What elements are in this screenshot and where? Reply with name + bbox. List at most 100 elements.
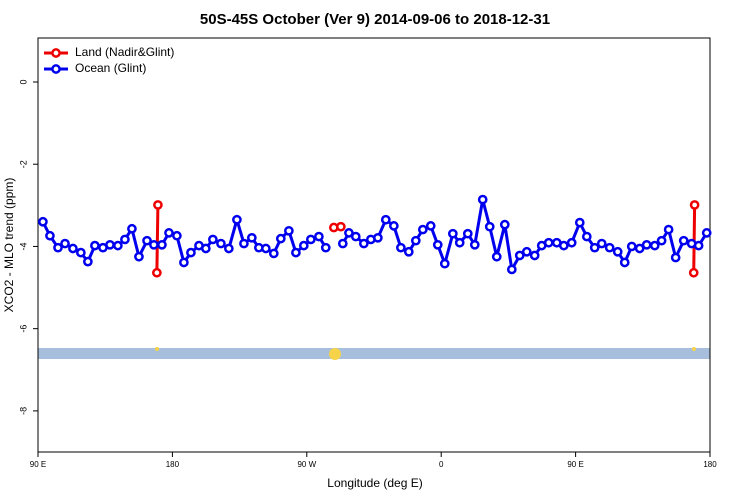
data-point bbox=[634, 243, 645, 254]
coverage-band bbox=[38, 348, 710, 359]
data-point bbox=[543, 237, 554, 248]
data-point bbox=[223, 243, 234, 254]
data-point bbox=[589, 242, 600, 253]
x-tick-label: 0 bbox=[439, 460, 444, 469]
data-point bbox=[581, 231, 592, 242]
data-point bbox=[558, 240, 569, 251]
data-point bbox=[612, 246, 623, 257]
legend-marker bbox=[51, 48, 61, 58]
coverage-dot bbox=[329, 348, 341, 360]
data-point bbox=[38, 216, 48, 227]
data-point bbox=[208, 234, 218, 245]
data-point bbox=[337, 238, 348, 249]
data-point bbox=[410, 235, 421, 246]
data-point bbox=[60, 238, 70, 249]
data-point bbox=[663, 224, 674, 235]
data-point bbox=[291, 247, 301, 258]
data-point bbox=[439, 258, 450, 269]
coverage-dot bbox=[692, 347, 696, 351]
data-point bbox=[604, 242, 615, 253]
data-point bbox=[396, 242, 406, 253]
data-point bbox=[514, 250, 525, 261]
data-point bbox=[403, 246, 414, 257]
data-point bbox=[275, 233, 286, 244]
x-tick-label: 90 W bbox=[297, 460, 316, 469]
data-point bbox=[462, 228, 473, 239]
data-point bbox=[268, 248, 279, 259]
data-point bbox=[142, 235, 152, 246]
data-point bbox=[232, 214, 242, 225]
x-tick-label: 180 bbox=[166, 460, 180, 469]
data-point bbox=[153, 200, 163, 210]
data-point bbox=[432, 239, 443, 250]
x-tick-label: 90 E bbox=[567, 460, 583, 469]
data-point bbox=[164, 228, 174, 238]
data-point bbox=[484, 221, 495, 232]
chart-title: 50S-45S October (Ver 9) 2014-09-06 to 20… bbox=[200, 11, 550, 28]
x-tick-label: 90 E bbox=[30, 460, 46, 469]
data-point bbox=[454, 237, 465, 248]
data-point bbox=[693, 240, 704, 251]
data-point bbox=[76, 247, 86, 258]
data-point bbox=[344, 228, 354, 238]
y-tick-label: -2 bbox=[18, 160, 28, 168]
data-point bbox=[350, 231, 361, 242]
data-point bbox=[186, 247, 196, 258]
data-point bbox=[298, 240, 309, 251]
data-point bbox=[670, 252, 681, 263]
data-point bbox=[305, 234, 316, 245]
data-point bbox=[127, 223, 137, 234]
data-point bbox=[239, 238, 249, 249]
legend-marker bbox=[51, 64, 61, 74]
data-point bbox=[90, 240, 100, 251]
data-point bbox=[152, 267, 162, 278]
data-point bbox=[261, 243, 271, 254]
data-point bbox=[320, 242, 331, 253]
data-point bbox=[425, 221, 436, 231]
plot-frame bbox=[37, 37, 711, 453]
data-point bbox=[179, 257, 189, 268]
coverage-dot bbox=[155, 347, 159, 351]
data-point bbox=[113, 240, 123, 251]
data-point bbox=[491, 251, 502, 262]
data-point bbox=[477, 194, 488, 205]
data-point bbox=[641, 239, 652, 250]
y-tick-label: -4 bbox=[18, 242, 28, 250]
data-point bbox=[380, 214, 391, 225]
data-point bbox=[619, 257, 630, 268]
data-point bbox=[701, 228, 712, 238]
data-point bbox=[105, 239, 115, 250]
data-point bbox=[53, 242, 63, 253]
data-point bbox=[499, 219, 510, 230]
legend-label: Ocean (Glint) bbox=[75, 61, 146, 75]
data-point bbox=[596, 238, 607, 249]
y-axis-label: XCO2 - MLO trend (ppm) bbox=[2, 178, 16, 313]
data-point bbox=[626, 241, 637, 252]
data-point bbox=[172, 230, 182, 241]
data-point bbox=[447, 228, 458, 239]
data-point bbox=[521, 246, 532, 257]
data-point bbox=[201, 243, 211, 254]
data-point bbox=[574, 217, 585, 228]
legend-label: Land (Nadir&Glint) bbox=[75, 45, 174, 59]
data-point bbox=[689, 200, 700, 210]
y-tick-label: 0 bbox=[18, 79, 28, 84]
data-point bbox=[688, 267, 699, 278]
x-axis-label: Longitude (deg E) bbox=[327, 476, 422, 490]
data-point bbox=[134, 251, 144, 262]
data-point bbox=[157, 239, 167, 250]
x-tick-label: 180 bbox=[703, 460, 717, 469]
data-point bbox=[566, 237, 577, 248]
data-point bbox=[649, 240, 660, 251]
data-point bbox=[506, 264, 517, 275]
data-point bbox=[335, 221, 346, 232]
data-point bbox=[120, 234, 130, 245]
data-point bbox=[45, 230, 55, 241]
data-point bbox=[68, 243, 78, 254]
data-point bbox=[246, 232, 257, 243]
data-point bbox=[373, 232, 383, 243]
data-point bbox=[529, 250, 540, 261]
data-point bbox=[678, 235, 689, 246]
data-point bbox=[83, 256, 93, 267]
